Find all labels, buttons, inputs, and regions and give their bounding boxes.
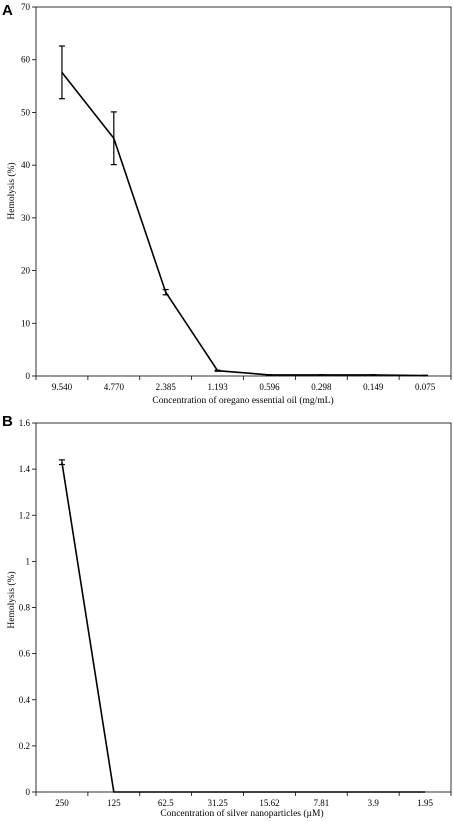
panel-a: A 0 10 20 30 40 50 60 70 9.540 4.770 2.385 1.193 0.… xyxy=(2,2,452,406)
panel-a-y-tick-label: 30 xyxy=(21,213,31,223)
panel-b-x-tick-label: 7.81 xyxy=(313,798,329,808)
panel-a-x-tick-label: 4.770 xyxy=(104,382,125,392)
panel-a-x-tick-label: 0.298 xyxy=(311,382,332,392)
panel-b-x-tick-label: 15.62 xyxy=(259,798,279,808)
panel-b-x-axis-title: Concentration of silver nanoparticles (µ… xyxy=(160,808,323,819)
panel-a-x-tick-label: 2.385 xyxy=(156,382,177,392)
panel-a-series-line xyxy=(61,71,426,377)
panel-b-letter: B xyxy=(2,413,13,430)
panel-a-y-tick-label: 0 xyxy=(26,371,31,381)
panel-b-plot-frame xyxy=(35,422,452,793)
panel-b-y-tick-label: 0.4 xyxy=(19,695,31,705)
panel-b-y-tick-label: 1 xyxy=(26,556,31,566)
panel-b-y-tick-label: 0.2 xyxy=(19,741,30,751)
panel-a-y-axis-title: Hemolysis (%) xyxy=(6,162,17,219)
panel-b: B 0 0.2 0.4 0.6 0.8 1 1.2 1.4 1.6 250 125 62.5 31.2… xyxy=(2,413,452,819)
panel-b-series-line xyxy=(61,462,426,793)
panel-b-y-tick-label: 0.6 xyxy=(19,649,31,659)
panel-a-y-tick-label: 40 xyxy=(21,160,31,170)
panel-a-y-tick-label: 50 xyxy=(21,107,31,117)
panel-a-y-tick-label: 70 xyxy=(21,2,31,12)
panel-b-frame xyxy=(32,422,452,796)
panel-a-x-axis-title: Concentration of oregano essential oil (… xyxy=(152,395,333,406)
panel-a-frame xyxy=(32,6,452,380)
panel-a-y-tick-label: 60 xyxy=(21,55,31,65)
panel-b-y-axis-title: Hemolysis (%) xyxy=(6,571,17,628)
panel-a-x-tick-label: 1.193 xyxy=(207,382,228,392)
panel-a-error-bar xyxy=(58,45,65,100)
panel-b-y-tick-label: 0.8 xyxy=(19,603,31,613)
panel-a-x-tick-label: 0.149 xyxy=(363,382,384,392)
panel-b-y-tick-label: 1.6 xyxy=(19,418,31,428)
panel-b-x-tick-label: 125 xyxy=(107,798,121,808)
panel-a-plot-frame xyxy=(35,6,452,377)
panel-a-x-tick-labels: 9.540 4.770 2.385 1.193 0.596 0.298 0.149 0.075 xyxy=(52,382,436,392)
panel-b-x-tick-label: 250 xyxy=(55,798,69,808)
panel-b-x-tick-label: 1.95 xyxy=(417,798,433,808)
panel-a-error-bars xyxy=(58,45,429,377)
panel-b-y-tick-label: 1.4 xyxy=(19,464,31,474)
panel-a-y-tick-label: 10 xyxy=(21,318,31,328)
panel-b-x-tick-labels: 250 125 62.5 31.25 15.62 7.81 3.9 1.95 xyxy=(55,798,433,808)
panel-b-y-tick-label: 0 xyxy=(26,787,31,797)
panel-b-x-tick-label: 31.25 xyxy=(207,798,228,808)
panel-a-y-tick-label: 20 xyxy=(21,266,31,276)
panel-a-x-tick-label: 0.596 xyxy=(259,382,280,392)
panel-a-y-tick-labels: 0 10 20 30 40 50 60 70 xyxy=(21,2,31,381)
panel-a-x-tick-label: 0.075 xyxy=(415,382,436,392)
panel-b-y-tick-label: 1.2 xyxy=(19,510,30,520)
panel-a-letter: A xyxy=(2,2,13,19)
panel-a-x-tick-label: 9.540 xyxy=(52,382,73,392)
panel-b-x-tick-label: 3.9 xyxy=(368,798,380,808)
panel-b-y-tick-labels: 0 0.2 0.4 0.6 0.8 1 1.2 1.4 1.6 xyxy=(19,418,31,797)
panel-b-x-tick-label: 62.5 xyxy=(158,798,174,808)
